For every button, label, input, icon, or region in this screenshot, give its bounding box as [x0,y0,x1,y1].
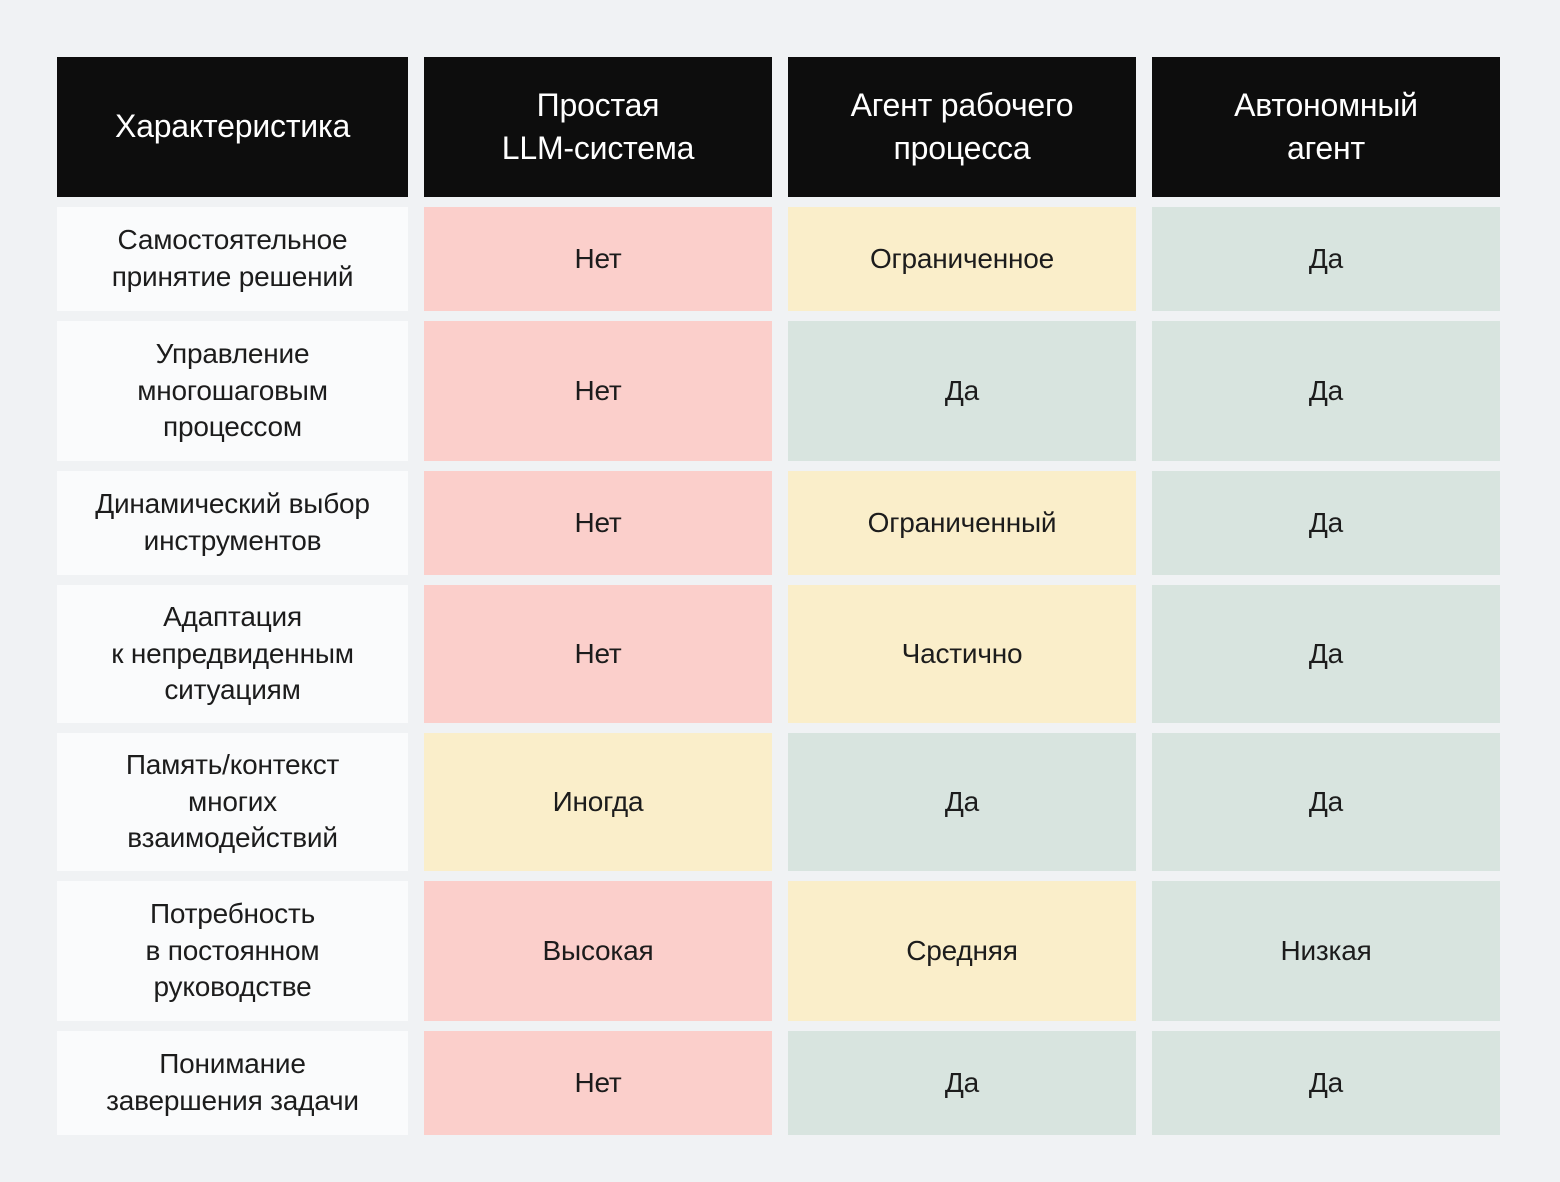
column-header-feature: Характеристика [57,57,408,197]
feature-cell-adaptation: Адаптация к непредвиденным ситуациям [57,585,408,723]
value-cell: Да [788,733,1136,871]
value-cell: Да [1152,321,1500,461]
feature-cell-decision-making: Самостоятельное принятие решений [57,207,408,311]
value-cell: Высокая [424,881,772,1021]
feature-cell-task-completion: Понимание завершения задачи [57,1031,408,1135]
feature-cell-guidance-need: Потребность в постоянном руководстве [57,881,408,1021]
feature-cell-tool-selection: Динамический выбор инструментов [57,471,408,575]
feature-cell-multistep-process: Управление многошаговым процессом [57,321,408,461]
value-cell: Да [788,1031,1136,1135]
value-cell: Частично [788,585,1136,723]
value-cell: Да [1152,585,1500,723]
value-cell: Иногда [424,733,772,871]
value-cell: Нет [424,207,772,311]
value-cell: Да [1152,207,1500,311]
value-cell: Да [1152,733,1500,871]
value-cell: Нет [424,321,772,461]
value-cell: Ограниченный [788,471,1136,575]
value-cell: Ограниченное [788,207,1136,311]
value-cell: Нет [424,471,772,575]
value-cell: Да [1152,471,1500,575]
value-cell: Да [1152,1031,1500,1135]
value-cell: Низкая [1152,881,1500,1021]
value-cell: Да [788,321,1136,461]
column-header-workflow-agent: Агент рабочего процесса [788,57,1136,197]
feature-cell-memory-context: Память/контекст многих взаимодействий [57,733,408,871]
value-cell: Нет [424,585,772,723]
column-header-autonomous-agent: Автономный агент [1152,57,1500,197]
comparison-table: Характеристика Простая LLM-система Агент… [57,57,1500,1135]
value-cell: Средняя [788,881,1136,1021]
column-header-simple-llm: Простая LLM-система [424,57,772,197]
value-cell: Нет [424,1031,772,1135]
